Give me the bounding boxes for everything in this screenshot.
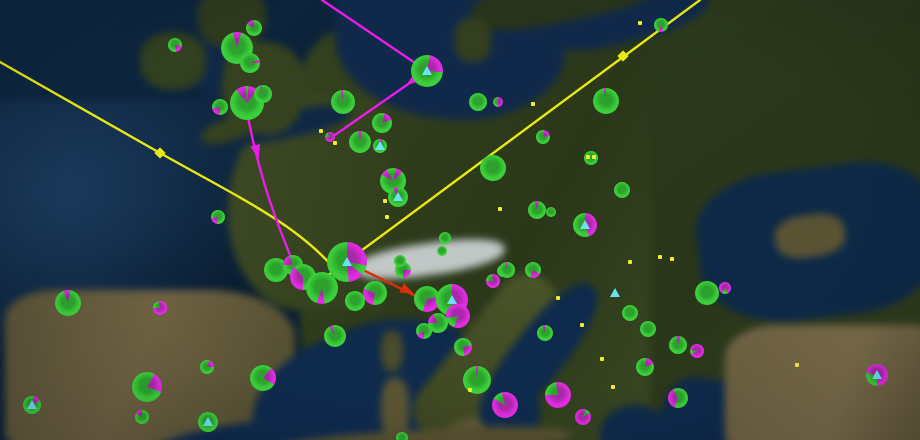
station-pie-marker[interactable]: [622, 305, 638, 321]
waypoint-dot: [586, 155, 590, 159]
station-pie-marker[interactable]: [349, 131, 371, 153]
waypoint-dot: [556, 296, 560, 300]
aircraft-triangle-icon[interactable]: [610, 288, 620, 297]
station-pie-marker[interactable]: [463, 366, 491, 394]
waypoint-diamond-icon: [617, 50, 629, 62]
waypoint-dot: [385, 215, 389, 219]
station-pie-marker[interactable]: [528, 201, 546, 219]
station-pie-marker[interactable]: [654, 18, 668, 32]
waypoint-dot: [592, 155, 596, 159]
station-pie-marker[interactable]: [240, 53, 260, 73]
aircraft-triangle-icon[interactable]: [375, 141, 385, 150]
station-pie-marker[interactable]: [153, 301, 167, 315]
station-pie-marker[interactable]: [492, 392, 518, 418]
station-pie-marker[interactable]: [363, 281, 387, 305]
aircraft-triangle-icon[interactable]: [27, 400, 37, 409]
station-pie-marker[interactable]: [324, 325, 346, 347]
station-pie-marker[interactable]: [212, 99, 228, 115]
station-pie-marker[interactable]: [394, 255, 406, 267]
waypoint-dot: [580, 323, 584, 327]
station-pie-marker[interactable]: [469, 93, 487, 111]
station-pie-marker[interactable]: [575, 409, 591, 425]
station-pie-marker[interactable]: [446, 304, 470, 328]
waypoint-dot: [383, 199, 387, 203]
landmass-anatolia: [725, 325, 920, 440]
waypoint-dot: [531, 102, 535, 106]
station-pie-marker[interactable]: [414, 286, 440, 312]
station-pie-marker[interactable]: [499, 262, 515, 278]
aircraft-triangle-icon[interactable]: [203, 417, 213, 426]
waypoint-dot: [795, 363, 799, 367]
direction-arrow-icon: [250, 143, 261, 159]
landmass-denmark: [455, 18, 491, 62]
waypoint-dot: [611, 385, 615, 389]
station-pie-marker[interactable]: [396, 432, 408, 440]
route-yellow-nw[interactable]: [0, 60, 339, 274]
island-sardinia: [381, 378, 409, 440]
station-pie-marker[interactable]: [437, 246, 447, 256]
waypoint-dot: [498, 207, 502, 211]
route-yellow-ne[interactable]: [321, 0, 702, 281]
waypoint-dot: [333, 141, 337, 145]
station-pie-marker[interactable]: [306, 272, 338, 304]
waypoint-dot: [319, 129, 323, 133]
station-pie-marker[interactable]: [669, 336, 687, 354]
station-pie-marker[interactable]: [372, 113, 392, 133]
aircraft-triangle-icon[interactable]: [580, 220, 590, 229]
station-pie-marker[interactable]: [636, 358, 654, 376]
aircraft-triangle-icon[interactable]: [447, 295, 457, 304]
station-pie-marker[interactable]: [211, 210, 225, 224]
station-pie-marker[interactable]: [246, 20, 262, 36]
station-pie-marker[interactable]: [640, 321, 656, 337]
station-pie-marker[interactable]: [55, 290, 81, 316]
waypoint-dot: [468, 388, 472, 392]
station-pie-marker[interactable]: [536, 130, 550, 144]
station-pie-marker[interactable]: [546, 207, 556, 217]
station-pie-marker[interactable]: [486, 274, 500, 288]
waypoint-dot: [670, 257, 674, 261]
station-pie-marker[interactable]: [250, 365, 276, 391]
landmass-iberia: [5, 290, 295, 440]
station-pie-marker[interactable]: [416, 323, 432, 339]
waypoint-dot: [628, 260, 632, 264]
station-pie-marker[interactable]: [668, 388, 688, 408]
aircraft-triangle-icon[interactable]: [342, 257, 352, 266]
aircraft-triangle-icon[interactable]: [872, 370, 882, 379]
station-pie-marker[interactable]: [480, 155, 506, 181]
station-pie-marker[interactable]: [331, 90, 355, 114]
station-pie-marker[interactable]: [439, 232, 451, 244]
station-pie-marker[interactable]: [719, 282, 731, 294]
waypoint-dot: [658, 255, 662, 259]
island-corsica: [381, 330, 403, 372]
aircraft-triangle-icon[interactable]: [393, 192, 403, 201]
station-pie-marker[interactable]: [325, 132, 335, 142]
direction-arrow-icon: [399, 283, 415, 295]
station-pie-marker[interactable]: [593, 88, 619, 114]
station-pie-marker[interactable]: [690, 344, 704, 358]
station-pie-marker[interactable]: [135, 410, 149, 424]
waypoint-dot: [600, 357, 604, 361]
aircraft-triangle-icon[interactable]: [422, 66, 432, 75]
station-pie-marker[interactable]: [525, 262, 541, 278]
station-pie-marker[interactable]: [132, 372, 162, 402]
station-pie-marker[interactable]: [537, 325, 553, 341]
station-pie-marker[interactable]: [545, 382, 571, 408]
waypoint-diamond-icon: [154, 147, 166, 159]
station-pie-marker[interactable]: [428, 313, 448, 333]
station-pie-marker[interactable]: [345, 291, 365, 311]
station-pie-marker[interactable]: [454, 338, 472, 356]
station-pie-marker[interactable]: [584, 151, 598, 165]
waypoint-dot: [638, 21, 642, 25]
station-pie-marker[interactable]: [168, 38, 182, 52]
station-pie-marker[interactable]: [493, 97, 503, 107]
station-pie-marker[interactable]: [695, 281, 719, 305]
route-magenta-uk[interactable]: [244, 104, 295, 265]
station-pie-marker[interactable]: [254, 85, 272, 103]
station-pie-marker[interactable]: [614, 182, 630, 198]
station-pie-marker[interactable]: [200, 360, 214, 374]
